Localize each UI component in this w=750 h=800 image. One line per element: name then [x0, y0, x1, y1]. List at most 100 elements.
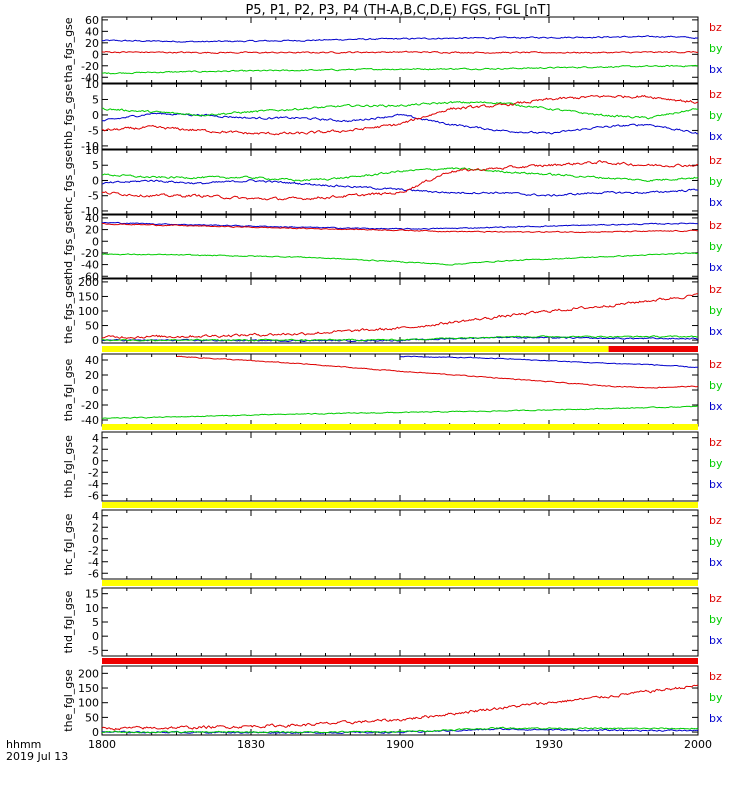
x-tick-label: 2000 [684, 738, 712, 751]
y-tick-label: 10 [85, 78, 99, 91]
series-line-bz [176, 355, 699, 389]
flag-bar-yellow [102, 580, 698, 586]
y-tick-label: 0 [92, 174, 99, 187]
legend-label-bz: bz [709, 670, 722, 683]
series-line-bx [399, 355, 698, 369]
time-axis-label: hhmm [6, 738, 41, 751]
legend-label-bx: bx [709, 556, 723, 569]
y-tick-label: 10 [85, 602, 99, 615]
legend-label-bz: bz [709, 592, 722, 605]
y-tick-label: 200 [78, 276, 99, 289]
legend-label-bx: bx [709, 261, 723, 274]
legend-label-bx: bx [709, 196, 723, 209]
y-tick-label: 0 [92, 334, 99, 347]
legend-label-bz: bz [709, 219, 722, 232]
series-line-by [101, 726, 699, 734]
y-tick-label: 150 [78, 290, 99, 303]
y-tick-label: 20 [85, 224, 99, 237]
y-tick-label: 0 [92, 109, 99, 122]
legend-label-bz: bz [709, 358, 722, 371]
y-tick-label: -10 [81, 140, 99, 153]
y-tick-label: 2 [92, 521, 99, 534]
legend-label-bx: bx [709, 63, 723, 76]
y-axis-label: thc_fgl_gse [62, 513, 75, 575]
y-tick-label: 5 [92, 616, 99, 629]
y-tick-label: 0 [92, 533, 99, 546]
y-tick-label: 150 [78, 682, 99, 695]
y-tick-label: 60 [85, 14, 99, 27]
flag-bar-yellow [102, 346, 609, 352]
y-axis-label: the_fgl_gse [62, 669, 75, 732]
y-tick-label: -60 [81, 270, 99, 283]
legend-label-by: by [709, 42, 723, 55]
panel-frame [101, 665, 699, 736]
y-tick-label: -5 [88, 190, 99, 203]
y-tick-label: 0 [92, 235, 99, 248]
y-tick-label: 0 [92, 630, 99, 643]
y-tick-label: 4 [92, 432, 99, 445]
x-tick-label: 1800 [88, 738, 116, 751]
legend-label-bx: bx [709, 130, 723, 143]
series-line-bx [101, 179, 699, 197]
x-tick-label: 1830 [237, 738, 265, 751]
plot-title: P5, P1, P2, P3, P4 (TH-A,B,C,D,E) FGS, F… [245, 3, 550, 18]
y-tick-label: 50 [85, 320, 99, 333]
legend-label-by: by [709, 175, 723, 188]
y-tick-label: -2 [88, 544, 99, 557]
series-line-bx [102, 221, 699, 230]
y-tick-label: 0 [92, 48, 99, 61]
flag-bar-yellow [102, 502, 698, 508]
y-tick-label: 10 [85, 144, 99, 157]
panel-frame [101, 431, 699, 502]
series-line-bz [101, 293, 699, 340]
series-line-by [101, 405, 699, 420]
series-line-bz [101, 684, 699, 731]
legend-label-bx: bx [709, 325, 723, 338]
flag-bar-red [102, 658, 698, 664]
y-axis-label: thb_fgs_gse [62, 84, 75, 150]
legend-label-bx: bx [709, 478, 723, 491]
y-tick-label: 100 [78, 697, 99, 710]
legend-label-bz: bz [709, 88, 722, 101]
y-tick-label: 15 [85, 588, 99, 601]
y-axis-label: tha_fgl_gse [62, 359, 75, 422]
legend-label-by: by [709, 109, 723, 122]
y-tick-label: 0 [92, 455, 99, 468]
y-axis-label: thb_fgl_gse [62, 435, 75, 498]
panel-frame [101, 509, 699, 580]
legend-label-by: by [709, 240, 723, 253]
series-line-bx [101, 112, 699, 135]
y-tick-label: 200 [78, 667, 99, 680]
y-tick-label: 0 [92, 384, 99, 397]
y-tick-label: -40 [81, 259, 99, 272]
y-tick-label: -20 [81, 60, 99, 73]
series-line-bz [101, 94, 699, 136]
y-axis-label: tha_fgs_gse [62, 17, 75, 82]
series-line-bx [101, 35, 699, 43]
panel-frame [101, 353, 699, 427]
legend-label-bz: bz [709, 436, 722, 449]
legend-label-by: by [709, 613, 723, 626]
y-tick-label: 100 [78, 305, 99, 318]
y-axis-label: thd_fgs_gse [62, 214, 75, 280]
panel-frame [101, 83, 699, 150]
y-tick-label: 20 [85, 369, 99, 382]
y-tick-label: 40 [85, 25, 99, 38]
x-tick-label: 1900 [386, 738, 414, 751]
legend-label-by: by [709, 379, 723, 392]
legend-label-bz: bz [709, 514, 722, 527]
y-tick-label: -4 [88, 556, 99, 569]
y-tick-label: 0 [92, 726, 99, 739]
date-label: 2019 Jul 13 [6, 750, 68, 763]
y-tick-label: 40 [85, 212, 99, 225]
y-tick-label: -6 [88, 567, 99, 580]
legend-label-bx: bx [709, 634, 723, 647]
y-tick-label: -4 [88, 478, 99, 491]
panel-frame [101, 16, 699, 84]
y-axis-label: the_fgs_gse [62, 278, 75, 343]
y-tick-label: -2 [88, 466, 99, 479]
legend-label-bx: bx [709, 712, 723, 725]
panel-frame [101, 149, 699, 215]
legend-label-bz: bz [709, 21, 722, 34]
series-line-by [102, 252, 698, 266]
